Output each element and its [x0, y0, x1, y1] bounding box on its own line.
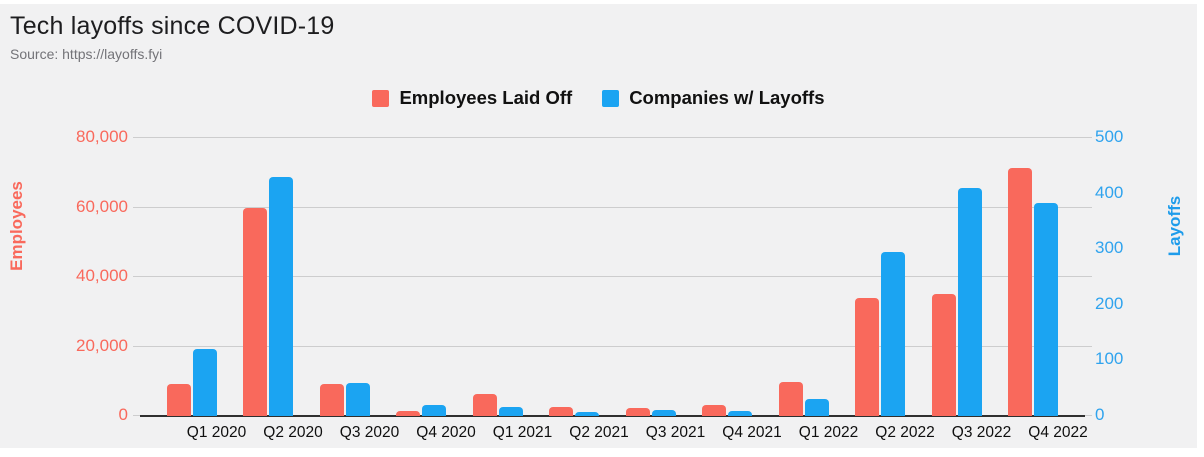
x-axis-label: Q4 2020 — [416, 424, 476, 441]
bar-group — [319, 138, 370, 416]
bar-companies-with-layoffs[interactable] — [804, 399, 829, 416]
bar-group — [1008, 138, 1058, 416]
x-axis-label: Q4 2021 — [722, 424, 782, 441]
legend: Employees Laid Off Companies w/ Layoffs — [0, 87, 1197, 109]
legend-label: Companies w/ Layoffs — [629, 87, 825, 108]
bar-employees-laid-off[interactable] — [472, 394, 497, 416]
bar-group — [778, 138, 829, 416]
x-axis-label: Q1 2020 — [186, 424, 247, 441]
source-caption: Source: https://layoffs.fyi — [10, 46, 163, 62]
legend-item-employees[interactable]: Employees Laid Off — [372, 87, 572, 109]
gridline — [133, 345, 1092, 347]
bar-employees-laid-off[interactable] — [778, 382, 803, 416]
x-axis-label: Q1 2022 — [798, 424, 859, 441]
bar-employees-laid-off[interactable] — [549, 406, 573, 416]
y-tick-right: 400 — [1095, 182, 1124, 202]
y-tick-right: 500 — [1095, 127, 1124, 146]
bar-employees-laid-off[interactable] — [1008, 167, 1032, 416]
legend-item-companies[interactable]: Companies w/ Layoffs — [602, 87, 825, 109]
x-axis-label: Q2 2020 — [263, 424, 323, 441]
bar-companies-with-layoffs[interactable] — [345, 382, 370, 416]
x-axis-line — [140, 415, 1085, 417]
bar-group — [243, 138, 293, 416]
bar-employees-laid-off[interactable] — [625, 408, 650, 416]
page-title: Tech layoffs since COVID-19 — [10, 12, 335, 40]
plot-area: 0 20,000 40,000 60,000 80,000 0 100 200 … — [76, 127, 1123, 424]
bar-group — [472, 138, 523, 416]
y-tick-right: 100 — [1095, 349, 1124, 369]
x-axis-label: Q3 2022 — [951, 424, 1012, 441]
legend-label: Employees Laid Off — [399, 87, 573, 108]
bar-employees-laid-off[interactable] — [931, 294, 956, 416]
y-tick-left: 80,000 — [76, 127, 128, 146]
x-axis-label: Q2 2022 — [875, 424, 935, 441]
bar-employees-laid-off[interactable] — [396, 411, 420, 416]
y-axis-title-left: Employees — [7, 181, 26, 271]
bar-companies-with-layoffs[interactable] — [957, 188, 982, 416]
employees-swatch-icon — [372, 89, 390, 107]
y-tick-right: 200 — [1095, 293, 1124, 313]
y-tick-left: 20,000 — [76, 335, 128, 355]
x-axis-label: Q4 2022 — [1028, 424, 1088, 441]
y-tick-left: 0 — [118, 405, 128, 424]
gridline — [133, 276, 1092, 277]
gridline — [133, 137, 1092, 138]
bar-employees-laid-off[interactable] — [319, 384, 344, 416]
bar-group — [931, 138, 982, 416]
bar-employees-laid-off[interactable] — [166, 383, 191, 416]
chart-card: Tech layoffs since COVID-19 Source: http… — [0, 4, 1197, 448]
y-tick-left: 40,000 — [76, 266, 128, 285]
bar-companies-with-layoffs[interactable] — [651, 409, 676, 416]
y-tick-left: 60,000 — [76, 196, 128, 216]
y-tick-right: 0 — [1095, 405, 1105, 424]
bar-group — [855, 138, 905, 416]
x-axis-label: Q3 2021 — [645, 424, 706, 441]
x-axis-label: Q1 2021 — [492, 424, 553, 441]
bar-companies-with-layoffs[interactable] — [575, 412, 599, 416]
bar-companies-with-layoffs[interactable] — [728, 411, 752, 416]
bar-companies-with-layoffs[interactable] — [1034, 203, 1058, 416]
bar-employees-laid-off[interactable] — [243, 207, 267, 416]
bar-employees-laid-off[interactable] — [702, 404, 726, 416]
bar-group — [166, 138, 217, 416]
x-axis-label: Q2 2021 — [569, 424, 629, 441]
bar-employees-laid-off[interactable] — [855, 297, 879, 416]
bar-companies-with-layoffs[interactable] — [498, 406, 523, 416]
bar-group — [702, 138, 752, 416]
companies-swatch-icon — [602, 89, 620, 107]
bar-group — [549, 138, 599, 416]
bar-group — [625, 138, 676, 416]
bar-companies-with-layoffs[interactable] — [422, 404, 446, 416]
x-axis-label: Q3 2020 — [339, 424, 400, 441]
gridline — [133, 206, 1092, 208]
bar-companies-with-layoffs[interactable] — [881, 251, 905, 416]
bar-companies-with-layoffs[interactable] — [269, 176, 293, 416]
y-tick-right: 300 — [1095, 238, 1124, 258]
bar-companies-with-layoffs[interactable] — [192, 349, 217, 416]
bar-group — [396, 138, 446, 416]
